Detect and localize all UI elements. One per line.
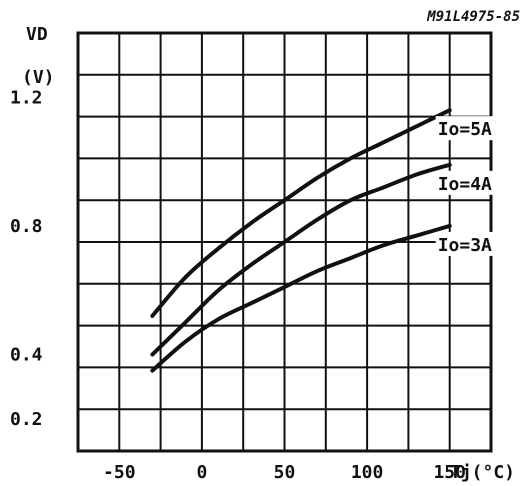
x-tick-label: 50 [274,462,296,483]
y-axis-unit: (V) [22,67,55,88]
x-tick-label: 100 [351,462,384,483]
series-label: Io=5A [438,119,492,140]
y-axis-label: VD [26,24,48,45]
x-tick-label: 0 [196,462,207,483]
x-tick-label: 150 [433,462,466,483]
y-tick-label: 0.8 [10,216,43,237]
series-line [150,162,452,357]
series-label: Io=4A [438,174,492,195]
series-label: Io=3A [438,235,492,256]
series-label-background [435,170,518,195]
chart-grid [76,31,493,453]
series-label-background [435,116,518,141]
x-axis-label: Tj(°C) [450,462,515,483]
series-line [150,223,452,373]
series-label-background [435,231,518,256]
y-tick-label: 1.2 [10,87,43,108]
y-tick-label: 0.2 [10,409,43,430]
series-line [150,108,452,318]
y-tick-label: 0.4 [10,345,43,366]
x-tick-label: -50 [103,462,136,483]
chart-curves [150,108,452,373]
chart-labels: -50 0 50 100 150 0.2 0.4 0.8 1.2 Io=5A Io=4A Io=3A [10,87,518,483]
figure-code: M91L4975-85 [426,9,520,25]
